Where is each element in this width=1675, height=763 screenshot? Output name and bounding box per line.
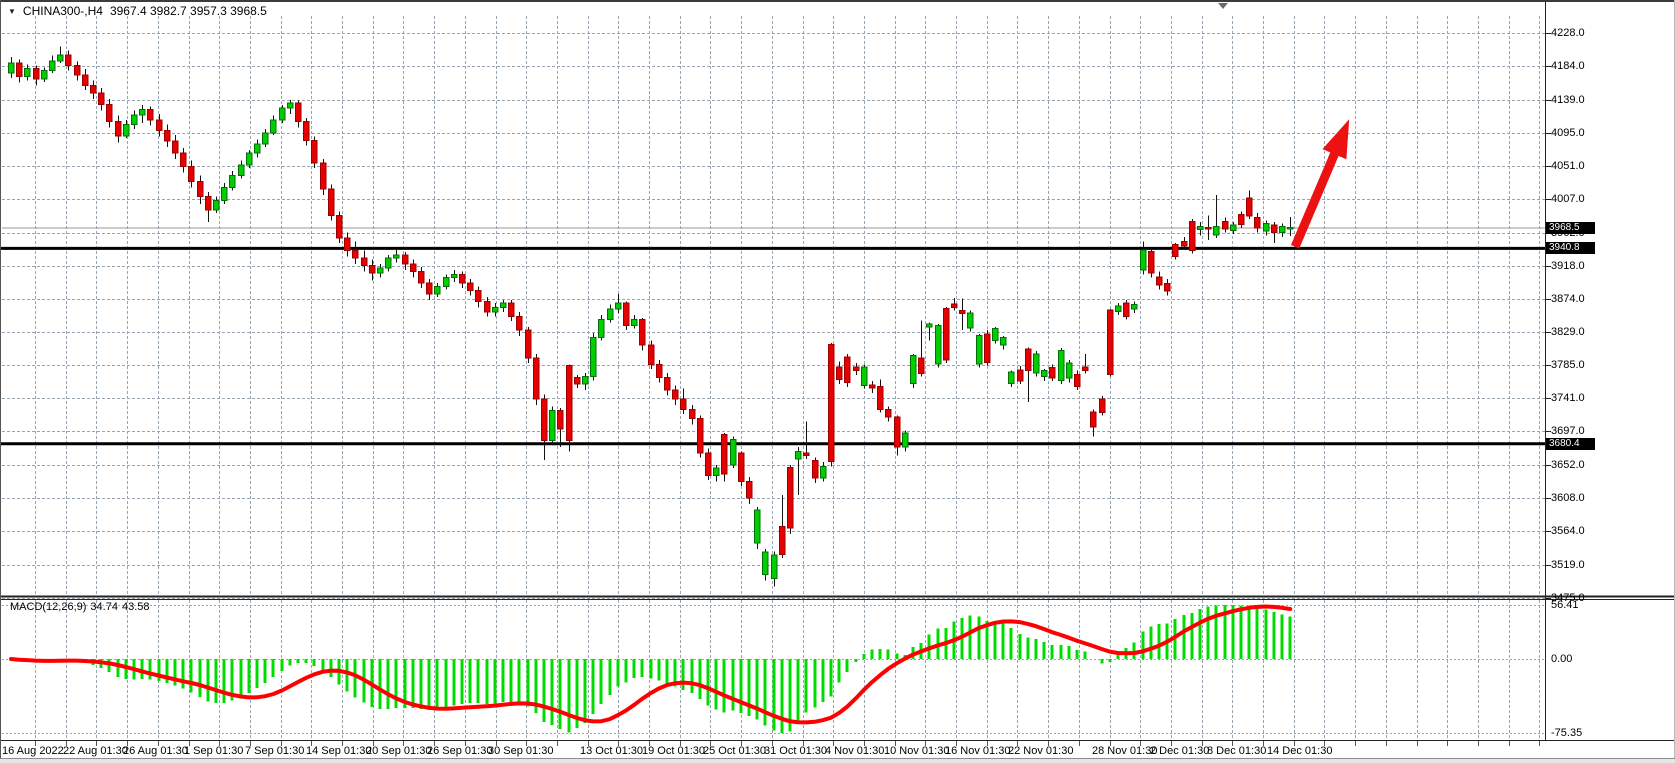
grid — [2, 16, 1545, 746]
current-price-badge: 3968.5 — [1546, 221, 1595, 234]
horizontal-sr-lines[interactable] — [0, 246, 1545, 446]
time-axis-label: 31 Oct 01:30 — [764, 745, 827, 757]
window-left-border — [0, 0, 1, 758]
price-axis-label: 3874.0 — [1551, 292, 1585, 305]
price-axis-label: 3519.0 — [1551, 558, 1585, 571]
symbol-timeframe-label: CHINA300-,H4 — [22, 4, 103, 18]
time-axis-label: 22 Aug 01:30 — [63, 745, 128, 757]
price-axis-label: 4007.0 — [1551, 192, 1585, 205]
time-axis-label: 14 Dec 01:30 — [1267, 745, 1333, 757]
macd-signal-value: 43.58 — [121, 601, 150, 613]
time-axis-label: 28 Nov 01:30 — [1092, 745, 1158, 757]
time-axis-label: 13 Oct 01:30 — [580, 745, 643, 757]
symbol-dropdown-icon: ▼ — [8, 7, 16, 16]
window-top-border — [0, 0, 1675, 2]
window-bottom-strip — [0, 758, 1675, 763]
time-axis-label: 16 Nov 01:30 — [945, 745, 1011, 757]
price-axis-label: 3829.0 — [1551, 326, 1585, 339]
time-axis-label: 14 Sep 01:30 — [306, 745, 372, 757]
time-axis-label: 30 Sep 01:30 — [488, 745, 554, 757]
hline-price-badge-lower: 3680.4 — [1546, 437, 1595, 450]
price-axis-label: 3918.0 — [1551, 259, 1585, 272]
time-axis-label: 7 Sep 01:30 — [245, 745, 305, 757]
price-axis-label: 3741.0 — [1551, 392, 1585, 405]
price-axis-label: 3564.0 — [1551, 525, 1585, 537]
time-axis-label: 1 Sep 01:30 — [184, 745, 244, 757]
time-axis-label: 8 Dec 01:30 — [1207, 745, 1267, 757]
price-axis-label: 3475.0 — [1551, 591, 1585, 604]
price-axis-label: 4139.0 — [1551, 93, 1585, 106]
time-axis-label: 26 Aug 01:30 — [123, 745, 188, 757]
ohlc-open: 3967.4 — [109, 4, 147, 18]
price-axis-label: 3697.0 — [1551, 425, 1585, 438]
macd-signal-line — [9, 604, 1293, 725]
macd-main-value: 34.74 — [90, 601, 118, 613]
chart-shift-marker — [1218, 3, 1228, 9]
price-axis-label: 4095.0 — [1551, 126, 1585, 139]
time-axis-label: 19 Oct 01:30 — [642, 745, 705, 757]
candlesticks — [8, 46, 1294, 587]
pane-borders — [0, 2, 1675, 741]
macd-axis-label: 0.00 — [1551, 653, 1573, 665]
time-axis-label: 20 Sep 01:30 — [366, 745, 432, 757]
time-axis-label: 25 Oct 01:30 — [703, 745, 766, 757]
ohlc-high: 3982.7 — [150, 4, 187, 18]
price-axis-label: 4184.0 — [1551, 60, 1585, 72]
trend-arrow[interactable] — [1290, 119, 1350, 249]
price-axis-label: 3785.0 — [1551, 359, 1585, 372]
time-axis-label: 16 Aug 2022 — [2, 745, 64, 757]
time-axis-label: 4 Nov 01:30 — [825, 745, 885, 757]
macd-indicator-name: MACD(12,26,9) — [10, 601, 87, 613]
ohlc-close: 3968.5 — [230, 4, 267, 18]
price-axis-label: 3608.0 — [1551, 492, 1585, 504]
macd-histogram — [17, 605, 1292, 733]
price-axis-label: 4051.0 — [1551, 159, 1585, 172]
macd-indicator-label: MACD(12,26,9) 34.74 43.58 — [10, 601, 153, 613]
ohlc-low: 3957.3 — [190, 4, 227, 18]
chart-title: ▼ CHINA300-,H4 3967.4 3982.7 3957.3 3968.5 — [8, 4, 267, 18]
macd-axis-label: -75.35 — [1551, 727, 1583, 739]
time-axis-label: 10 Nov 01:30 — [884, 745, 950, 757]
price-axis-label: 3652.0 — [1551, 459, 1585, 471]
time-axis-label: 22 Nov 01:30 — [1008, 745, 1074, 757]
time-axis-label: 2 Dec 01:30 — [1150, 745, 1210, 757]
time-axis-label: 26 Sep 01:30 — [427, 745, 493, 757]
macd-axis-label: 56.41 — [1551, 599, 1579, 611]
price-axis-label: 4228.0 — [1551, 27, 1585, 39]
hline-price-badge-upper: 3940.8 — [1546, 242, 1595, 255]
